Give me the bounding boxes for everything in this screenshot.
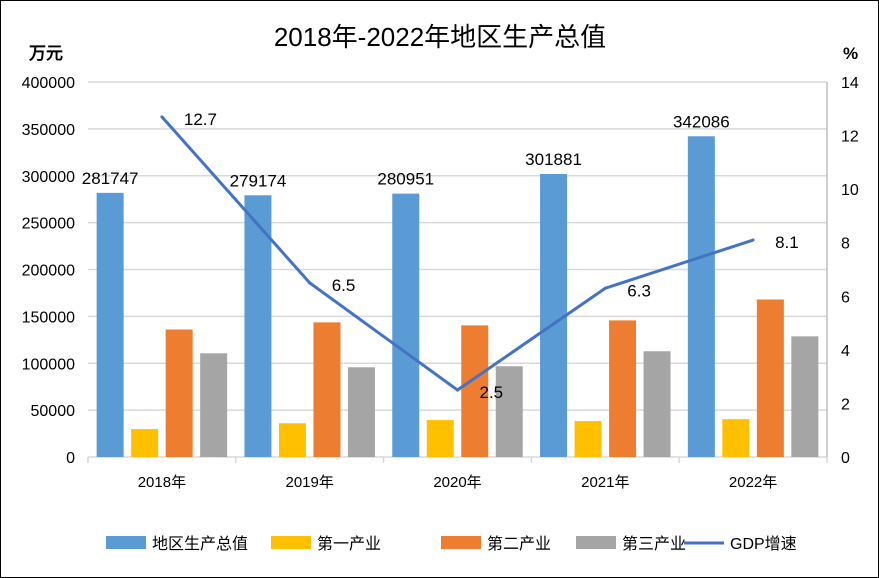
y2-tick-label: 10 (841, 182, 859, 199)
bar-2-5 (722, 419, 750, 457)
legend-label: 地区生产总值 (152, 535, 248, 553)
bar-3-2 (313, 322, 341, 457)
legend-label: 第三产业 (622, 535, 686, 553)
y2-tick-label: 2 (841, 396, 850, 413)
x-tick-label: 2020年 (433, 474, 481, 491)
y2-tick-label: 0 (841, 450, 850, 467)
bar-4-3 (495, 366, 523, 457)
bar-data-label: 342086 (673, 112, 730, 131)
x-tick-label: 2019年 (286, 474, 334, 491)
bar-1-5 (687, 136, 715, 457)
legend-label: 第一产业 (317, 535, 381, 553)
y-tick-label: 300000 (22, 169, 75, 186)
line-point (751, 238, 755, 242)
bar-data-label: 281747 (82, 169, 139, 188)
y-tick-label: 100000 (22, 356, 75, 373)
bar-3-5 (756, 299, 784, 457)
y-tick-label: 150000 (22, 309, 75, 326)
line-data-label: 6.5 (332, 276, 356, 295)
line-point (603, 286, 607, 290)
legend-swatch (441, 536, 481, 549)
bar-1-1 (96, 192, 124, 457)
y2-tick-label: 12 (841, 129, 859, 146)
bar-2-4 (574, 421, 602, 457)
bar-data-label: 301881 (525, 150, 582, 169)
legend-label: GDP增速 (730, 535, 797, 553)
legend-swatch (106, 536, 146, 549)
y-tick-label: 400000 (22, 75, 75, 92)
bar-1-4 (540, 173, 568, 457)
line-data-label: 8.1 (775, 233, 799, 252)
bar-1-2 (244, 195, 272, 458)
line-point (308, 281, 312, 285)
line-data-label: 2.5 (480, 383, 504, 402)
y-tick-label: 200000 (22, 263, 75, 280)
bar-1-3 (392, 193, 420, 457)
bar-3-3 (461, 325, 489, 457)
y2-tick-label: 6 (841, 289, 850, 306)
y-axis-label: 万元 (28, 44, 63, 63)
line-data-label: 6.3 (627, 281, 651, 300)
bar-4-2 (347, 367, 375, 457)
y2-tick-label: 4 (841, 343, 850, 360)
legend-label: 第二产业 (487, 535, 551, 553)
bar-3-1 (165, 329, 193, 457)
x-tick-label: 2021年 (581, 474, 629, 491)
bar-2-2 (278, 423, 306, 457)
y2-tick-label: 14 (841, 75, 859, 92)
line-point (160, 115, 164, 119)
legend-swatch (576, 536, 616, 549)
line-point (456, 388, 459, 392)
bar-2-3 (426, 420, 454, 457)
line-data-label: 12.7 (184, 110, 217, 129)
x-tick-label: 2022年 (729, 474, 777, 491)
y2-axis-label: % (843, 44, 858, 63)
y-tick-label: 350000 (22, 122, 75, 139)
y-tick-label: 50000 (31, 403, 76, 420)
bar-2-1 (131, 429, 159, 457)
chart-title: 2018年-2022年地区生产总值 (274, 22, 606, 52)
bar-data-label: 279174 (230, 171, 287, 190)
bar-4-5 (791, 336, 819, 457)
bar-data-label: 280951 (377, 170, 434, 189)
bar-4-4 (643, 351, 671, 457)
y-tick-label: 250000 (22, 216, 75, 233)
bar-3-4 (609, 320, 637, 457)
legend-swatch (271, 536, 311, 549)
bar-4-1 (200, 353, 228, 457)
x-tick-label: 2018年 (138, 474, 186, 491)
y2-tick-label: 8 (841, 236, 850, 253)
y-tick-label: 0 (66, 450, 75, 467)
